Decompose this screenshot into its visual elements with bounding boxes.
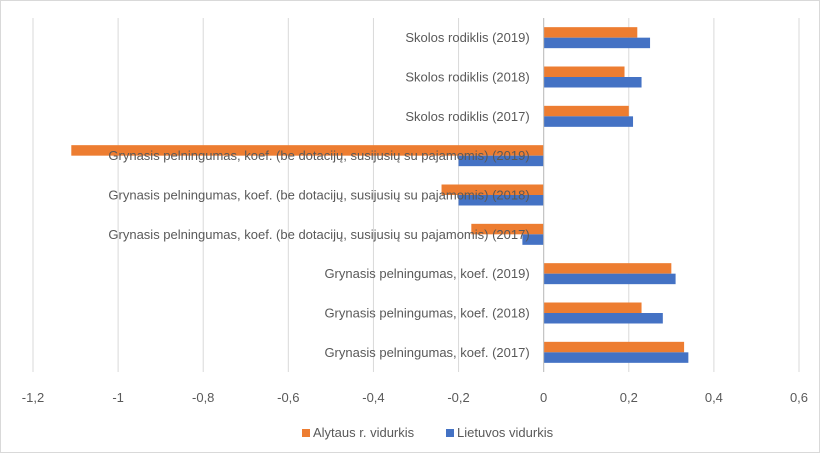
bar-alytaus-8 [543, 341, 685, 353]
x-tick-label-6: 0 [540, 390, 547, 405]
category-label-5: Grynasis pelningumas, koef. (be dotacijų… [108, 227, 529, 242]
x-tick-label-0: -1,2 [22, 390, 44, 405]
bar-lietuvos-4 [458, 195, 544, 206]
legend-label-1: Lietuvos vidurkis [457, 425, 554, 440]
category-label-1: Skolos rodiklis (2018) [405, 70, 529, 85]
category-label-2: Skolos rodiklis (2017) [405, 109, 529, 124]
x-tick-label-7: 0,2 [620, 390, 638, 405]
x-tick-label-3: -0,6 [277, 390, 299, 405]
bar-lietuvos-8 [543, 352, 689, 363]
category-label-8: Grynasis pelningumas, koef. (2017) [324, 345, 529, 360]
legend-label-0: Alytaus r. vidurkis [313, 425, 415, 440]
bar-alytaus-3 [71, 145, 544, 156]
legend: Alytaus r. vidurkis Lietuvos vidurkis [302, 425, 554, 440]
bar-alytaus-7 [543, 302, 642, 313]
bar-lietuvos-2 [543, 116, 634, 127]
bar-alytaus-1 [543, 66, 625, 77]
x-tick-label-2: -0,8 [192, 390, 214, 405]
category-label-3: Grynasis pelningumas, koef. (be dotacijų… [108, 148, 529, 163]
x-axis-tick-labels: -1,2 -1 -0,8 -0,6 -0,4 -0,2 0 0,2 0,4 0,6 [22, 390, 808, 405]
x-tick-label-8: 0,4 [705, 390, 723, 405]
category-label-4: Grynasis pelningumas, koef. (be dotacijų… [108, 188, 529, 203]
bar-alytaus-2 [543, 105, 629, 117]
x-tick-label-4: -0,4 [362, 390, 384, 405]
x-tick-label-5: -0,2 [447, 390, 469, 405]
bar-alytaus-6 [543, 263, 672, 274]
bar-alytaus-5 [471, 223, 544, 235]
bar-lietuvos-0 [543, 37, 651, 49]
category-label-7: Grynasis pelningumas, koef. (2018) [324, 306, 529, 321]
bar-alytaus-0 [543, 27, 638, 38]
bar-lietuvos-3 [458, 155, 544, 167]
bar-lietuvos-7 [543, 313, 663, 324]
legend-swatch-1 [446, 429, 454, 437]
category-labels: Skolos rodiklis (2019) Skolos rodiklis (2… [108, 30, 529, 360]
category-label-0: Skolos rodiklis (2019) [405, 30, 529, 45]
bar-lietuvos-1 [543, 77, 642, 88]
bar-alytaus-4 [441, 184, 544, 195]
bars [71, 18, 689, 372]
bar-lietuvos-5 [522, 234, 544, 245]
x-tick-label-9: 0,6 [790, 390, 808, 405]
category-label-6: Grynasis pelningumas, koef. (2019) [324, 266, 529, 281]
bar-lietuvos-6 [543, 273, 676, 285]
legend-swatch-0 [302, 429, 310, 437]
x-tick-label-1: -1 [112, 390, 124, 405]
